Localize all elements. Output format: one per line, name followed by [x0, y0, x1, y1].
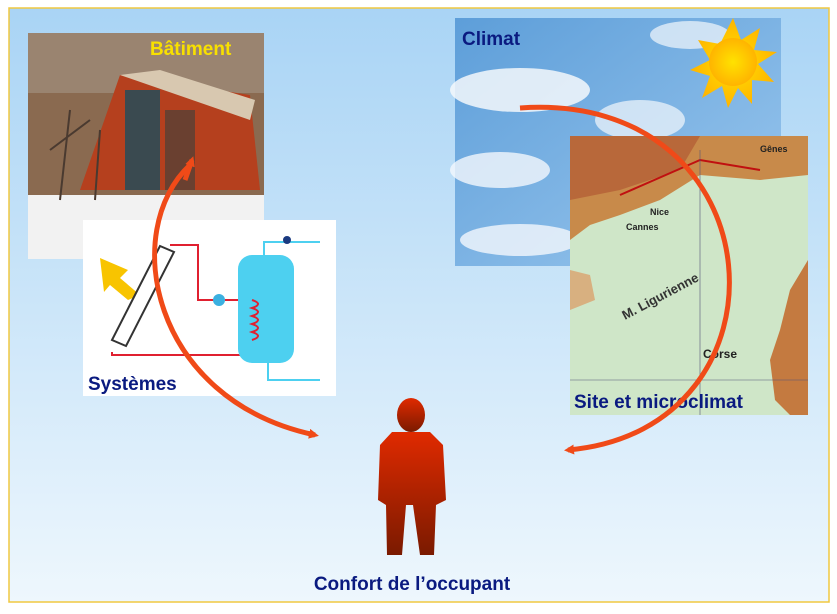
site-map	[570, 136, 808, 415]
systems-schematic	[83, 220, 336, 396]
climate-label: Climat	[462, 29, 521, 50]
occupant-label: Confort de l’occupant	[314, 574, 511, 595]
map-label: Cannes	[626, 222, 659, 232]
site-label: Site et microclimat	[574, 392, 744, 413]
arrow	[519, 104, 732, 455]
map-label: Gênes	[760, 144, 788, 154]
systems-label: Systèmes	[88, 374, 177, 395]
arrow	[182, 156, 195, 181]
building-label: Bâtiment	[150, 39, 232, 60]
map-label: Corse	[703, 347, 737, 361]
sun	[690, 18, 777, 108]
arrow	[152, 163, 319, 439]
occupant-silhouette	[378, 398, 446, 555]
map-label: Nice	[650, 207, 669, 217]
